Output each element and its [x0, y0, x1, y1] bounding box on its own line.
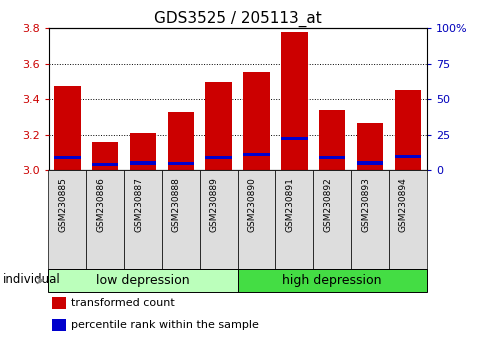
Bar [394, 90, 420, 170]
FancyBboxPatch shape [237, 170, 275, 269]
Bar [356, 161, 382, 165]
Bar [205, 156, 231, 159]
Bar [394, 155, 420, 159]
Bar [54, 156, 80, 159]
Text: GSM230893: GSM230893 [360, 177, 369, 232]
Bar [130, 161, 156, 165]
Text: individual: individual [2, 273, 60, 286]
Bar [281, 32, 307, 170]
Text: percentile rank within the sample: percentile rank within the sample [71, 320, 258, 330]
Bar [281, 137, 307, 140]
Bar [92, 163, 118, 166]
Bar [167, 162, 194, 166]
Bar [356, 123, 382, 170]
Bar [318, 156, 345, 159]
Bar [52, 297, 65, 309]
FancyBboxPatch shape [388, 170, 426, 269]
Text: GSM230890: GSM230890 [247, 177, 256, 232]
Text: transformed count: transformed count [71, 298, 175, 308]
FancyBboxPatch shape [275, 170, 313, 269]
Text: GSM230887: GSM230887 [134, 177, 143, 232]
Bar [52, 319, 65, 331]
FancyBboxPatch shape [48, 269, 237, 292]
FancyBboxPatch shape [237, 269, 426, 292]
Bar [54, 86, 80, 170]
Bar [205, 82, 231, 170]
Bar [92, 143, 118, 170]
Bar [243, 72, 269, 170]
Text: GSM230888: GSM230888 [171, 177, 181, 232]
FancyBboxPatch shape [86, 170, 124, 269]
Bar [318, 110, 345, 170]
Text: GSM230886: GSM230886 [96, 177, 105, 232]
Text: GSM230891: GSM230891 [285, 177, 294, 232]
Text: GSM230885: GSM230885 [58, 177, 67, 232]
Text: GSM230889: GSM230889 [209, 177, 218, 232]
FancyBboxPatch shape [350, 170, 388, 269]
Text: GSM230892: GSM230892 [322, 177, 332, 232]
Bar [243, 153, 269, 156]
Text: low depression: low depression [96, 274, 190, 287]
FancyBboxPatch shape [313, 170, 350, 269]
Bar [130, 133, 156, 170]
Text: GSM230894: GSM230894 [398, 177, 407, 232]
FancyBboxPatch shape [162, 170, 199, 269]
FancyBboxPatch shape [48, 170, 86, 269]
Text: high depression: high depression [282, 274, 381, 287]
Title: GDS3525 / 205113_at: GDS3525 / 205113_at [153, 11, 321, 27]
Bar [167, 113, 194, 170]
FancyBboxPatch shape [124, 170, 162, 269]
FancyBboxPatch shape [199, 170, 237, 269]
